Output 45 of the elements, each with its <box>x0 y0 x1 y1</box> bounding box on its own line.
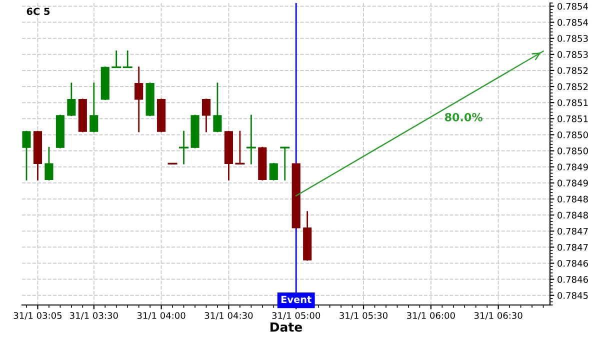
candlestick <box>246 114 256 164</box>
candlestick <box>235 130 245 164</box>
x-axis-title: Date <box>270 322 302 332</box>
y-tick-label: 0.7849 <box>558 180 588 186</box>
x-tick-label: 31/1 05:00 <box>272 312 320 320</box>
x-tick-label: 31/1 03:05 <box>14 312 62 320</box>
candlestick <box>202 98 211 132</box>
y-tick-label: 0.7853 <box>558 51 588 58</box>
x-tick-label: 31/1 04:30 <box>204 312 253 320</box>
x-tick-label: 31/1 05:30 <box>340 312 388 320</box>
y-tick-label: 0.7847 <box>558 228 588 235</box>
y-tick-label: 0.7851 <box>558 115 588 122</box>
candlestick <box>67 82 76 116</box>
candlestick <box>44 146 54 180</box>
candlestick <box>179 130 189 164</box>
y-tick-label: 0.7847 <box>558 244 588 251</box>
ref-line-label: Event <box>281 296 312 304</box>
y-tick-label: 0.7846 <box>558 260 588 267</box>
y-tick-label: 0.7853 <box>558 35 588 42</box>
candlestick <box>112 50 122 68</box>
candlestick <box>280 146 290 180</box>
y-tick-label: 0.7854 <box>558 19 588 26</box>
y-tick-label: 0.7850 <box>558 131 588 138</box>
y-tick-label: 0.7851 <box>558 99 588 106</box>
candlestick <box>134 66 144 132</box>
candlestick <box>269 162 278 180</box>
candlestick <box>22 130 31 180</box>
y-tick-label: 0.7850 <box>558 148 588 154</box>
candlestick <box>213 82 222 132</box>
x-tick-label: 31/1 04:00 <box>137 312 186 320</box>
x-tick-label: 31/1 06:30 <box>474 312 522 320</box>
y-tick-label: 0.7848 <box>558 212 588 219</box>
y-tick-label: 0.7852 <box>558 83 588 90</box>
y-tick-label: 0.7845 <box>558 292 588 299</box>
candlestick <box>122 50 132 68</box>
chart-title: 6C 5 <box>26 8 50 16</box>
x-tick-label: 31/1 03:30 <box>70 312 118 320</box>
series-label: 80.0% <box>444 112 482 122</box>
y-tick-label: 0.7846 <box>558 276 588 283</box>
x-tick-label: 31/1 06:00 <box>407 312 455 320</box>
y-tick-label: 0.7848 <box>558 196 588 203</box>
candlestick <box>90 82 98 132</box>
y-tick-label: 0.7854 <box>558 2 588 10</box>
y-tick-label: 0.7849 <box>558 164 588 170</box>
y-tick-label: 0.7852 <box>558 67 588 74</box>
